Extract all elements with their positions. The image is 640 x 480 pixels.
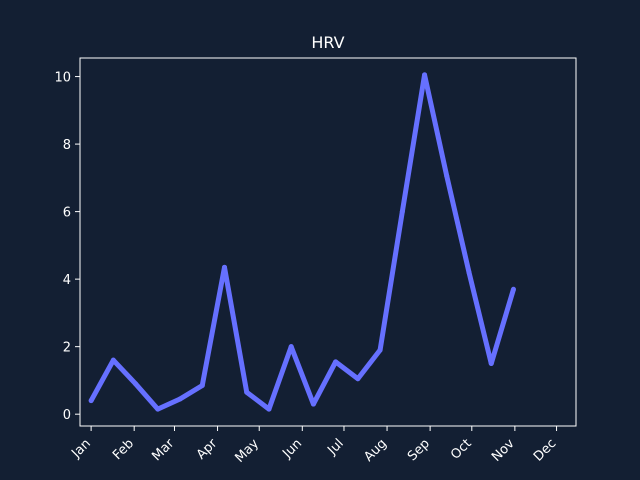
data-point — [510, 286, 516, 292]
data-point — [266, 406, 272, 412]
data-point — [377, 347, 383, 353]
chart-title: HRV — [311, 33, 344, 52]
data-point — [399, 209, 405, 215]
y-tick-label: 4 — [63, 273, 71, 288]
x-tick-label: Aug — [361, 436, 390, 465]
y-tick-label: 2 — [63, 341, 71, 356]
series-line — [88, 72, 516, 412]
x-tick-label: Nov — [489, 436, 518, 465]
data-point — [133, 381, 139, 387]
x-tick-label: Oct — [448, 436, 475, 463]
x-tick-label: Jul — [324, 436, 346, 458]
x-tick-label: Sep — [405, 436, 433, 464]
x-tick-label: Jun — [279, 436, 305, 462]
y-tick-label: 10 — [54, 71, 71, 86]
y-tick-label: 8 — [63, 138, 71, 153]
data-point — [199, 382, 205, 388]
data-point — [422, 72, 428, 78]
data-point — [221, 264, 227, 270]
data-point — [177, 396, 183, 402]
x-tick-label: Dec — [531, 436, 559, 464]
x-tick-label: Jan — [68, 436, 93, 461]
data-point — [88, 398, 94, 404]
data-point — [244, 389, 250, 395]
x-tick-label: May — [232, 436, 262, 466]
data-point — [488, 361, 494, 367]
data-point — [444, 173, 450, 179]
x-tick-label: Mar — [149, 436, 177, 464]
plot-area: Jan Feb Mar Apr May Jun Jul Aug Sep Oct Nov Dec 0 2 4 6… — [54, 71, 559, 466]
data-point — [310, 401, 316, 407]
data-point — [355, 376, 361, 382]
x-tick-label: Feb — [110, 436, 137, 463]
data-point — [333, 359, 339, 365]
data-point — [110, 357, 116, 363]
data-point — [155, 406, 161, 412]
data-point — [466, 269, 472, 275]
axes-frame — [79, 57, 577, 427]
x-tick-label: Apr — [194, 436, 221, 463]
y-tick-label: 0 — [63, 408, 71, 423]
y-tick-label: 6 — [63, 206, 71, 221]
data-point — [288, 344, 294, 350]
